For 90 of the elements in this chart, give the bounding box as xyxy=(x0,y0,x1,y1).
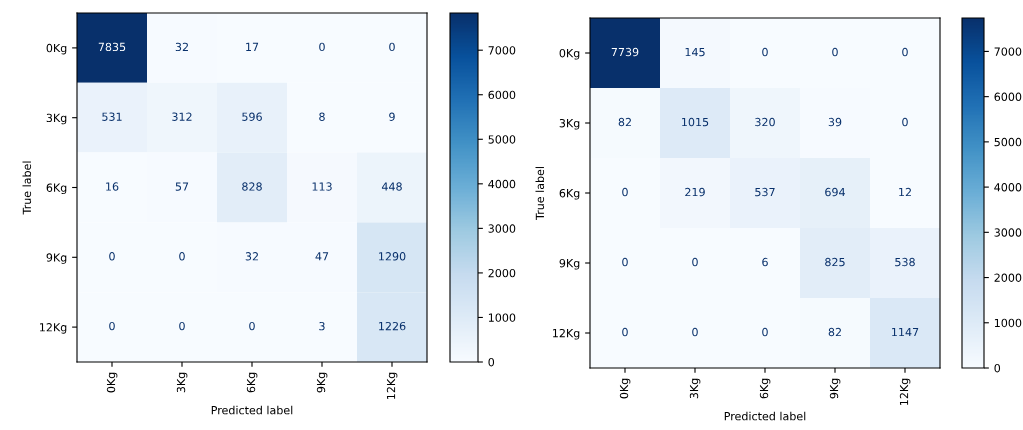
x-tick-label: 12Kg xyxy=(386,372,398,399)
data-label: 16 xyxy=(106,182,119,191)
data-label: 0 xyxy=(832,47,838,57)
data-label: 39 xyxy=(828,117,842,127)
color-bar-label: 6000 xyxy=(488,90,516,100)
data-label: 0 xyxy=(692,327,698,337)
color-bar-label: 1000 xyxy=(994,318,1022,328)
y-tick-label: 0Kg xyxy=(46,43,67,55)
color-bar-label: 4000 xyxy=(488,179,516,189)
data-label: 9 xyxy=(389,112,395,121)
y-tick-label: 6Kg xyxy=(559,188,580,200)
data-label: 0 xyxy=(622,327,628,337)
data-label: 0 xyxy=(692,257,698,267)
data-label: 32 xyxy=(175,42,188,52)
y-tick-label: 6Kg xyxy=(46,183,67,195)
data-label: 0 xyxy=(622,187,628,197)
data-label: 82 xyxy=(618,117,631,127)
data-label: 531 xyxy=(102,112,122,121)
data-label: 320 xyxy=(755,117,775,127)
data-label: 596 xyxy=(242,112,262,121)
color-bar-label: 0 xyxy=(488,357,495,367)
color-bar-label: 3000 xyxy=(488,224,516,233)
data-label: 537 xyxy=(755,187,775,197)
data-label: 0 xyxy=(622,257,628,267)
data-label: 1226 xyxy=(379,321,406,331)
x-tick-label: 0Kg xyxy=(619,378,631,399)
data-label: 0 xyxy=(109,321,115,331)
y-tick-label: 9Kg xyxy=(559,258,580,270)
data-label: 7739 xyxy=(611,47,639,57)
data-label: 694 xyxy=(825,187,845,197)
x-tick-label: 3Kg xyxy=(689,378,701,399)
y-axis-title: True label xyxy=(22,161,32,215)
x-tick-label: 6Kg xyxy=(759,378,771,399)
color-bar-label: 5000 xyxy=(488,135,516,144)
data-label: 312 xyxy=(172,112,192,121)
data-label: 538 xyxy=(895,257,915,267)
y-tick-label: 9Kg xyxy=(46,253,67,264)
x-tick-label: 0Kg xyxy=(106,372,118,393)
y-tick-label: 3Kg xyxy=(46,113,67,125)
y-tick-label: 3Kg xyxy=(559,118,580,130)
color-bar-label: 2000 xyxy=(994,273,1022,282)
data-label: 828 xyxy=(242,182,262,191)
data-label: 0 xyxy=(109,252,115,261)
data-label: 6 xyxy=(762,257,768,267)
data-label: 0 xyxy=(319,42,325,52)
data-label: 113 xyxy=(312,182,332,191)
data-label: 17 xyxy=(246,42,259,51)
data-label: 82 xyxy=(828,327,841,337)
data-label: 825 xyxy=(825,257,845,267)
data-label: 145 xyxy=(685,47,705,57)
x-axis-title: Predicted label xyxy=(211,405,293,415)
data-label: 1147 xyxy=(892,327,919,337)
data-label: 0 xyxy=(902,47,908,57)
data-label: 7835 xyxy=(98,42,126,52)
data-label: 0 xyxy=(762,327,768,337)
data-label: 8 xyxy=(319,112,325,121)
color-bar-label: 7000 xyxy=(488,46,516,55)
data-label: 0 xyxy=(249,321,255,331)
data-label: 448 xyxy=(381,182,402,191)
data-label: 0 xyxy=(762,47,768,57)
color-bar-label: 3000 xyxy=(994,228,1022,237)
color-bar-label: 6000 xyxy=(994,92,1022,102)
color-bar-label: 4000 xyxy=(994,183,1022,192)
color-bar-label: 1000 xyxy=(488,313,516,322)
data-label: 3 xyxy=(319,321,325,331)
data-label: 1015 xyxy=(682,117,709,127)
data-label: 219 xyxy=(685,187,705,197)
x-tick-label: 3Kg xyxy=(176,372,188,393)
x-tick-label: 12Kg xyxy=(899,378,911,405)
data-label: 0 xyxy=(179,252,185,261)
color-bar-label: 5000 xyxy=(994,137,1022,147)
y-tick-label: 12Kg xyxy=(40,323,67,334)
data-label: 47 xyxy=(315,252,329,261)
color-bar-label: 7000 xyxy=(994,47,1022,56)
x-tick-label: 9Kg xyxy=(829,378,841,399)
data-label: 57 xyxy=(175,182,189,191)
data-label: 0 xyxy=(179,321,185,331)
data-label: 32 xyxy=(245,252,258,261)
y-tick-label: 0Kg xyxy=(559,48,580,60)
x-axis-title: Predicted label xyxy=(724,411,806,421)
y-tick-label: 12Kg xyxy=(553,328,580,340)
color-bar-label: 2000 xyxy=(488,268,516,278)
x-tick-label: 9Kg xyxy=(316,372,328,393)
color-bar-label: 0 xyxy=(994,363,1001,373)
x-tick-label: 6Kg xyxy=(246,372,258,393)
data-label: 12 xyxy=(899,187,911,197)
data-label: 0 xyxy=(389,42,395,52)
y-axis-title: True label xyxy=(535,167,545,221)
data-label: 1290 xyxy=(379,252,406,261)
data-label: 0 xyxy=(902,117,908,127)
